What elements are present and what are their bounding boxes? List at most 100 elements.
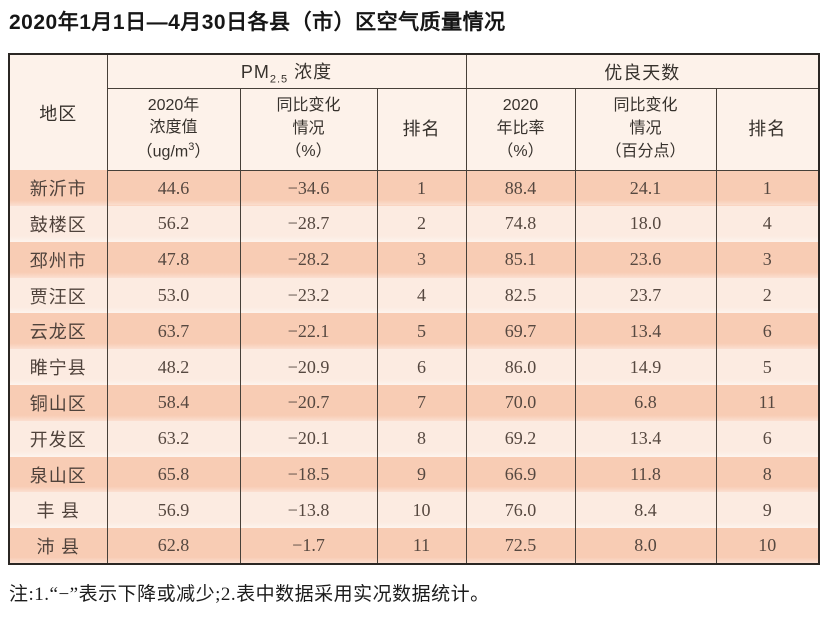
pm-rank-cell: 9 <box>376 456 467 493</box>
pm-change-cell: −20.9 <box>239 349 378 386</box>
pm25-prefix: PM <box>240 61 270 82</box>
table-row: 开发区 63.2 −20.1 8 69.2 13.4 6 <box>8 420 820 457</box>
gd-rank-cell: 6 <box>715 420 820 457</box>
gd-rank-cell: 6 <box>715 313 820 350</box>
pm-rank-cell: 6 <box>376 349 467 386</box>
gd-change-cell: 11.8 <box>574 456 717 493</box>
region-cell: 睢宁县 <box>8 349 108 386</box>
table-row: 贾汪区 53.0 −23.2 4 82.5 23.7 2 <box>8 277 820 314</box>
header-pm-change-line2: 情况 <box>292 119 325 137</box>
gd-rank-cell: 3 <box>715 241 820 278</box>
pm-value-cell: 56.2 <box>106 206 241 242</box>
pm-change-cell: −22.1 <box>239 313 378 350</box>
group-header-pm25: PM2.5 浓度 <box>106 54 467 89</box>
pm-rank-cell: 2 <box>376 206 467 242</box>
pm-rank-cell: 4 <box>376 277 467 314</box>
pm-rank-cell: 10 <box>376 492 467 529</box>
unit-pre: （ug/m <box>136 143 189 161</box>
header-pm-change: 同比变化 情况 （%） <box>239 88 378 171</box>
pm-value-cell: 53.0 <box>106 277 241 314</box>
gd-rank-cell: 2 <box>715 277 820 314</box>
table-row: 新沂市 44.6 −34.6 1 88.4 24.1 1 <box>8 170 820 207</box>
header-region: 地区 <box>8 54 108 171</box>
region-cell: 开发区 <box>8 420 108 457</box>
gd-rank-cell: 1 <box>715 170 820 207</box>
gd-rate-cell: 66.9 <box>465 456 576 493</box>
gd-rate-cell: 85.1 <box>465 241 576 278</box>
region-cell: 新沂市 <box>8 170 108 207</box>
region-cell: 云龙区 <box>8 313 108 350</box>
pm-value-cell: 44.6 <box>106 170 241 207</box>
header-gd-change: 同比变化 情况 （百分点） <box>574 88 717 171</box>
footnote: 注:1.“−”表示下降或减少;2.表中数据采用实况数据统计。 <box>9 584 490 606</box>
pm-change-cell: −18.5 <box>239 456 378 493</box>
pm-rank-cell: 5 <box>376 313 467 350</box>
header-gd-rank: 排名 <box>715 88 820 171</box>
gd-rate-cell: 86.0 <box>465 349 576 386</box>
pm-value-cell: 63.2 <box>106 420 241 457</box>
gd-change-cell: 8.4 <box>574 492 717 529</box>
unit-post: ） <box>194 143 211 161</box>
pm-change-cell: −34.6 <box>239 170 378 207</box>
pm-value-cell: 58.4 <box>106 385 241 421</box>
pm-value-cell: 62.8 <box>106 528 241 565</box>
pm-value-cell: 56.9 <box>106 492 241 529</box>
header-pm-value-line1: 2020年 <box>147 96 200 114</box>
header-gd-change-line1: 同比变化 <box>613 97 678 115</box>
gd-change-cell: 6.8 <box>574 385 717 421</box>
region-cell: 泉山区 <box>8 456 108 493</box>
pm-rank-cell: 8 <box>376 420 467 457</box>
header-gd-change-line3: （百分点） <box>605 142 686 160</box>
region-cell: 贾汪区 <box>8 277 108 314</box>
gd-change-cell: 13.4 <box>574 420 717 457</box>
header-pm-rank: 排名 <box>376 88 467 171</box>
header-gd-rate-line2: 年比率 <box>496 119 545 137</box>
pm-rank-cell: 1 <box>376 170 467 207</box>
gd-rate-cell: 69.2 <box>465 420 576 457</box>
pm-rank-cell: 11 <box>376 528 467 565</box>
header-pm-change-line3: （%） <box>285 142 332 160</box>
region-cell: 沛 县 <box>8 528 108 565</box>
gd-change-cell: 13.4 <box>574 313 717 350</box>
gd-change-cell: 14.9 <box>574 349 717 386</box>
gd-rate-cell: 76.0 <box>465 492 576 529</box>
header-gd-rate: 2020 年比率 （%） <box>465 88 576 171</box>
pm-change-cell: −13.8 <box>239 492 378 529</box>
gd-change-cell: 24.1 <box>574 170 717 207</box>
table-row: 邳州市 47.8 −28.2 3 85.1 23.6 3 <box>8 241 820 278</box>
gd-rate-cell: 70.0 <box>465 385 576 421</box>
header-pm-value-line2: 浓度值 <box>149 119 198 137</box>
table-body: 新沂市 44.6 −34.6 1 88.4 24.1 1 鼓楼区 56.2 −2… <box>8 170 820 565</box>
table-row: 云龙区 63.7 −22.1 5 69.7 13.4 6 <box>8 313 820 350</box>
pm-change-cell: −28.2 <box>239 241 378 278</box>
gd-rate-cell: 69.7 <box>465 313 576 350</box>
region-cell: 鼓楼区 <box>8 206 108 242</box>
gd-rank-cell: 10 <box>715 528 820 565</box>
gd-rate-cell: 82.5 <box>465 277 576 314</box>
air-quality-table: 地区 PM2.5 浓度 优良天数 2020年 浓度值 （ug/m3） 同比变化 … <box>8 53 821 566</box>
header-gd-change-line2: 情况 <box>629 119 662 137</box>
gd-rank-cell: 11 <box>715 385 820 421</box>
header-pm-value: 2020年 浓度值 （ug/m3） <box>106 88 241 171</box>
pm-value-cell: 63.7 <box>106 313 241 350</box>
pm-change-cell: −23.2 <box>239 277 378 314</box>
pm-rank-cell: 7 <box>376 385 467 421</box>
pm-value-cell: 65.8 <box>106 456 241 493</box>
page: 2020年1月1日—4月30日各县（市）区空气质量情况 地区 PM2.5 浓度 … <box>8 11 821 606</box>
pm25-subscript: 2.5 <box>269 73 289 86</box>
table-row: 铜山区 58.4 −20.7 7 70.0 6.8 11 <box>8 385 820 421</box>
pm25-suffix: 浓度 <box>288 61 333 82</box>
region-cell: 铜山区 <box>8 385 108 421</box>
pm-change-cell: −20.7 <box>239 385 378 421</box>
pm-value-cell: 48.2 <box>106 349 241 386</box>
gd-rank-cell: 5 <box>715 349 820 386</box>
gd-rate-cell: 74.8 <box>465 206 576 242</box>
pm-change-cell: −20.1 <box>239 420 378 457</box>
table-row: 泉山区 65.8 −18.5 9 66.9 11.8 8 <box>8 456 820 493</box>
page-title: 2020年1月1日—4月30日各县（市）区空气质量情况 <box>9 11 506 34</box>
header-gd-rate-line3: （%） <box>497 142 544 160</box>
table-row: 丰 县 56.9 −13.8 10 76.0 8.4 9 <box>8 492 820 529</box>
gd-rate-cell: 88.4 <box>465 170 576 207</box>
table-row: 睢宁县 48.2 −20.9 6 86.0 14.9 5 <box>8 349 820 386</box>
gd-rank-cell: 4 <box>715 206 820 242</box>
